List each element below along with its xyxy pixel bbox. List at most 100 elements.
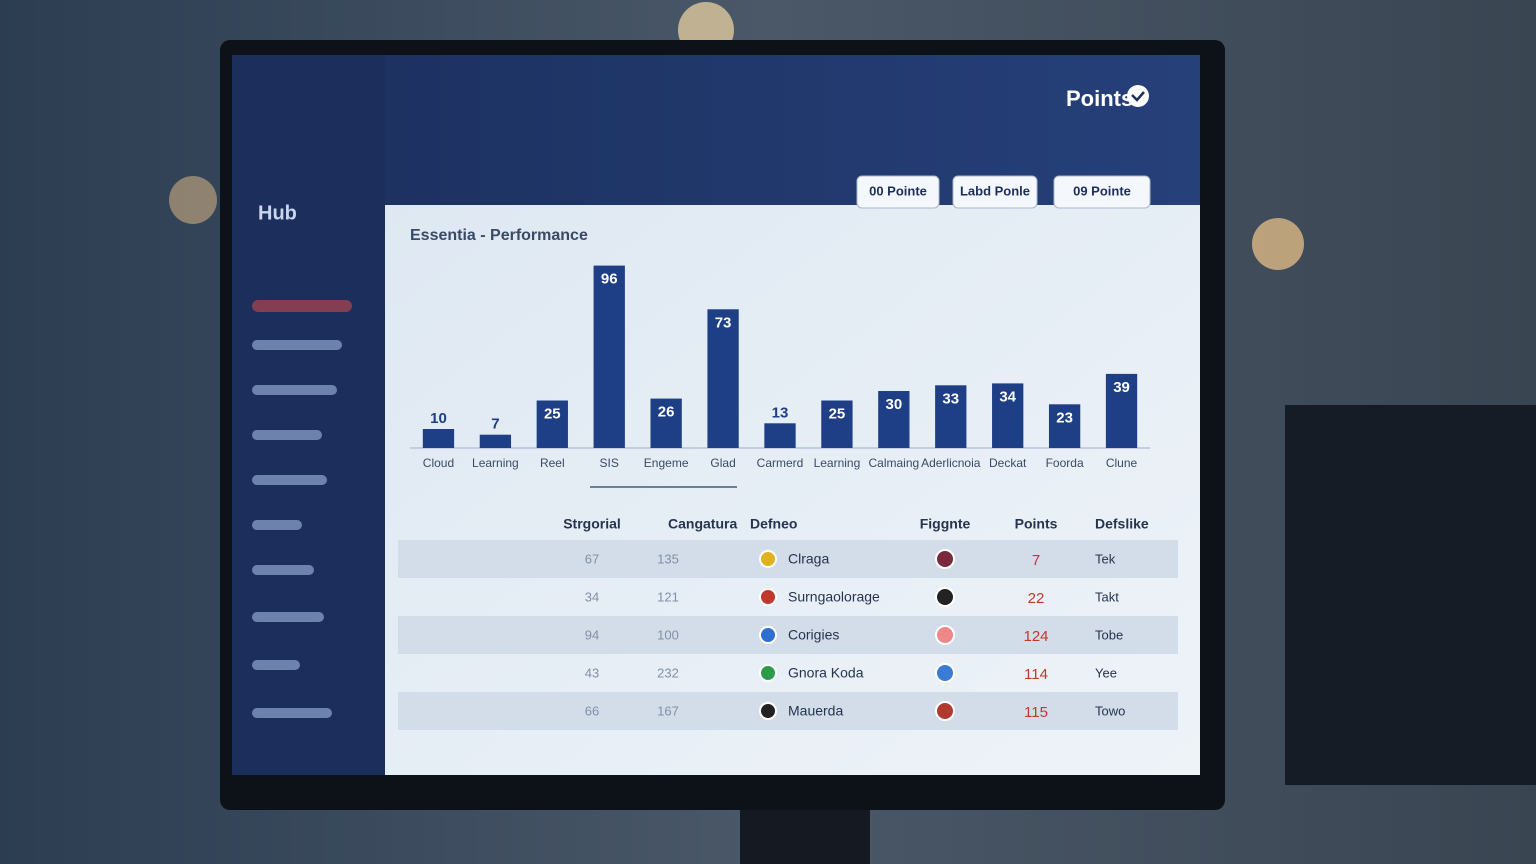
table-cell: 66 — [585, 703, 599, 718]
header-button[interactable] — [856, 175, 940, 209]
row-badge — [935, 701, 955, 721]
sidebar-item — [252, 300, 352, 312]
x-tick-label: Reel — [540, 456, 565, 470]
row-icon — [759, 702, 777, 720]
row-badge — [935, 663, 955, 683]
table-header: Figgnte — [920, 516, 971, 532]
bar-value-label: 26 — [658, 404, 675, 421]
bar-value-label: 34 — [999, 388, 1016, 405]
row-band — [398, 616, 1178, 654]
x-tick-label: Engeme — [644, 456, 689, 470]
x-tick-label: Aderlicnoia — [921, 456, 981, 470]
table-cell: Gnora Koda — [788, 665, 864, 681]
bar — [1105, 373, 1138, 448]
sidebar-item — [252, 520, 302, 530]
table-cell: Tek — [1095, 551, 1116, 566]
bar-value-label: 33 — [942, 390, 959, 407]
table-cell: Surngaolorage — [788, 589, 880, 605]
table-cell: 22 — [1028, 590, 1045, 607]
sidebar-item — [252, 385, 337, 395]
x-tick-label: Calmaing — [868, 456, 919, 470]
row-badge — [935, 549, 955, 569]
table-cell: 114 — [1024, 666, 1048, 683]
bar — [650, 398, 682, 448]
top-bar — [232, 55, 1200, 205]
bar-value-label: 30 — [886, 396, 903, 413]
bar-value-label: 25 — [544, 405, 561, 422]
x-tick-label: Learning — [472, 456, 519, 470]
table-cell: 232 — [657, 665, 679, 680]
light — [1252, 218, 1304, 270]
table-cell: 67 — [585, 551, 599, 566]
sidebar-title: Hub — [258, 202, 297, 224]
bar — [707, 309, 739, 448]
table-cell: 121 — [657, 589, 679, 604]
table-cell: Corigies — [788, 627, 839, 643]
x-tick-label: Learning — [814, 456, 861, 470]
header-button-label: 09 Pointe — [1073, 183, 1131, 198]
header-icon[interactable] — [1127, 85, 1149, 107]
table-header: Defneo — [750, 516, 797, 532]
table-cell: 124 — [1023, 628, 1048, 645]
x-tick-label: Foorda — [1046, 456, 1084, 470]
sidebar-item — [252, 340, 342, 350]
bar-value-label: 10 — [430, 410, 447, 427]
table-cell: 43 — [585, 665, 599, 680]
bar — [1048, 404, 1081, 448]
x-tick-label: Carmerd — [757, 456, 804, 470]
table-header: Defslike — [1095, 516, 1149, 532]
table-cell: 94 — [585, 627, 599, 642]
table-cell: Clraga — [788, 551, 829, 567]
sidebar-item — [252, 565, 314, 575]
header-button[interactable] — [1053, 175, 1151, 209]
sidebar-items — [252, 300, 352, 718]
table-cell: Tobe — [1095, 627, 1123, 642]
header-icon-check — [1131, 91, 1145, 102]
light — [169, 176, 217, 224]
row-icon — [759, 550, 777, 568]
table-header: Points — [1015, 516, 1058, 532]
row-badge — [935, 625, 955, 645]
header-button-label: 00 Pointe — [869, 183, 927, 198]
table-cell: 135 — [657, 551, 679, 566]
bar — [764, 423, 796, 448]
sidebar — [232, 55, 385, 775]
chart-title: Essentia - Performance — [410, 227, 588, 244]
bar — [536, 400, 568, 448]
table-header: Cangatura — [668, 516, 737, 532]
header-button[interactable] — [952, 175, 1038, 209]
row-badge — [935, 587, 955, 607]
background-monitor — [1285, 405, 1536, 785]
table-cell: 34 — [585, 589, 599, 604]
x-tick-label: Deckat — [989, 456, 1027, 470]
table-cell: 167 — [657, 703, 679, 718]
bar — [479, 434, 512, 448]
row-icon — [759, 588, 777, 606]
sidebar-item — [252, 660, 300, 670]
bar-value-label: 96 — [601, 271, 618, 288]
sidebar-item — [252, 430, 322, 440]
bar-value-label: 73 — [715, 314, 732, 331]
table-cell: Towo — [1095, 703, 1125, 718]
bar — [992, 383, 1024, 448]
x-tick-label: SIS — [600, 456, 619, 470]
x-tick-label: Cloud — [423, 456, 454, 470]
bar — [821, 400, 853, 448]
row-band — [398, 692, 1178, 730]
bar-value-label: 23 — [1056, 409, 1073, 426]
row-band — [398, 540, 1178, 578]
table-header: Strgorial — [563, 516, 621, 532]
header-title: Points — [1066, 86, 1133, 111]
header-button-label: Labd Ponle — [960, 183, 1030, 198]
bar — [878, 391, 910, 448]
bar-value-label: 13 — [772, 404, 789, 421]
x-tick-label: Clune — [1106, 456, 1138, 470]
table-cell: 100 — [657, 627, 679, 642]
sidebar-item — [252, 708, 332, 718]
row-icon — [759, 664, 777, 682]
table-cell: Mauerda — [788, 703, 843, 719]
row-icon — [759, 626, 777, 644]
bar-value-label: 39 — [1113, 379, 1130, 396]
bar — [422, 429, 455, 448]
